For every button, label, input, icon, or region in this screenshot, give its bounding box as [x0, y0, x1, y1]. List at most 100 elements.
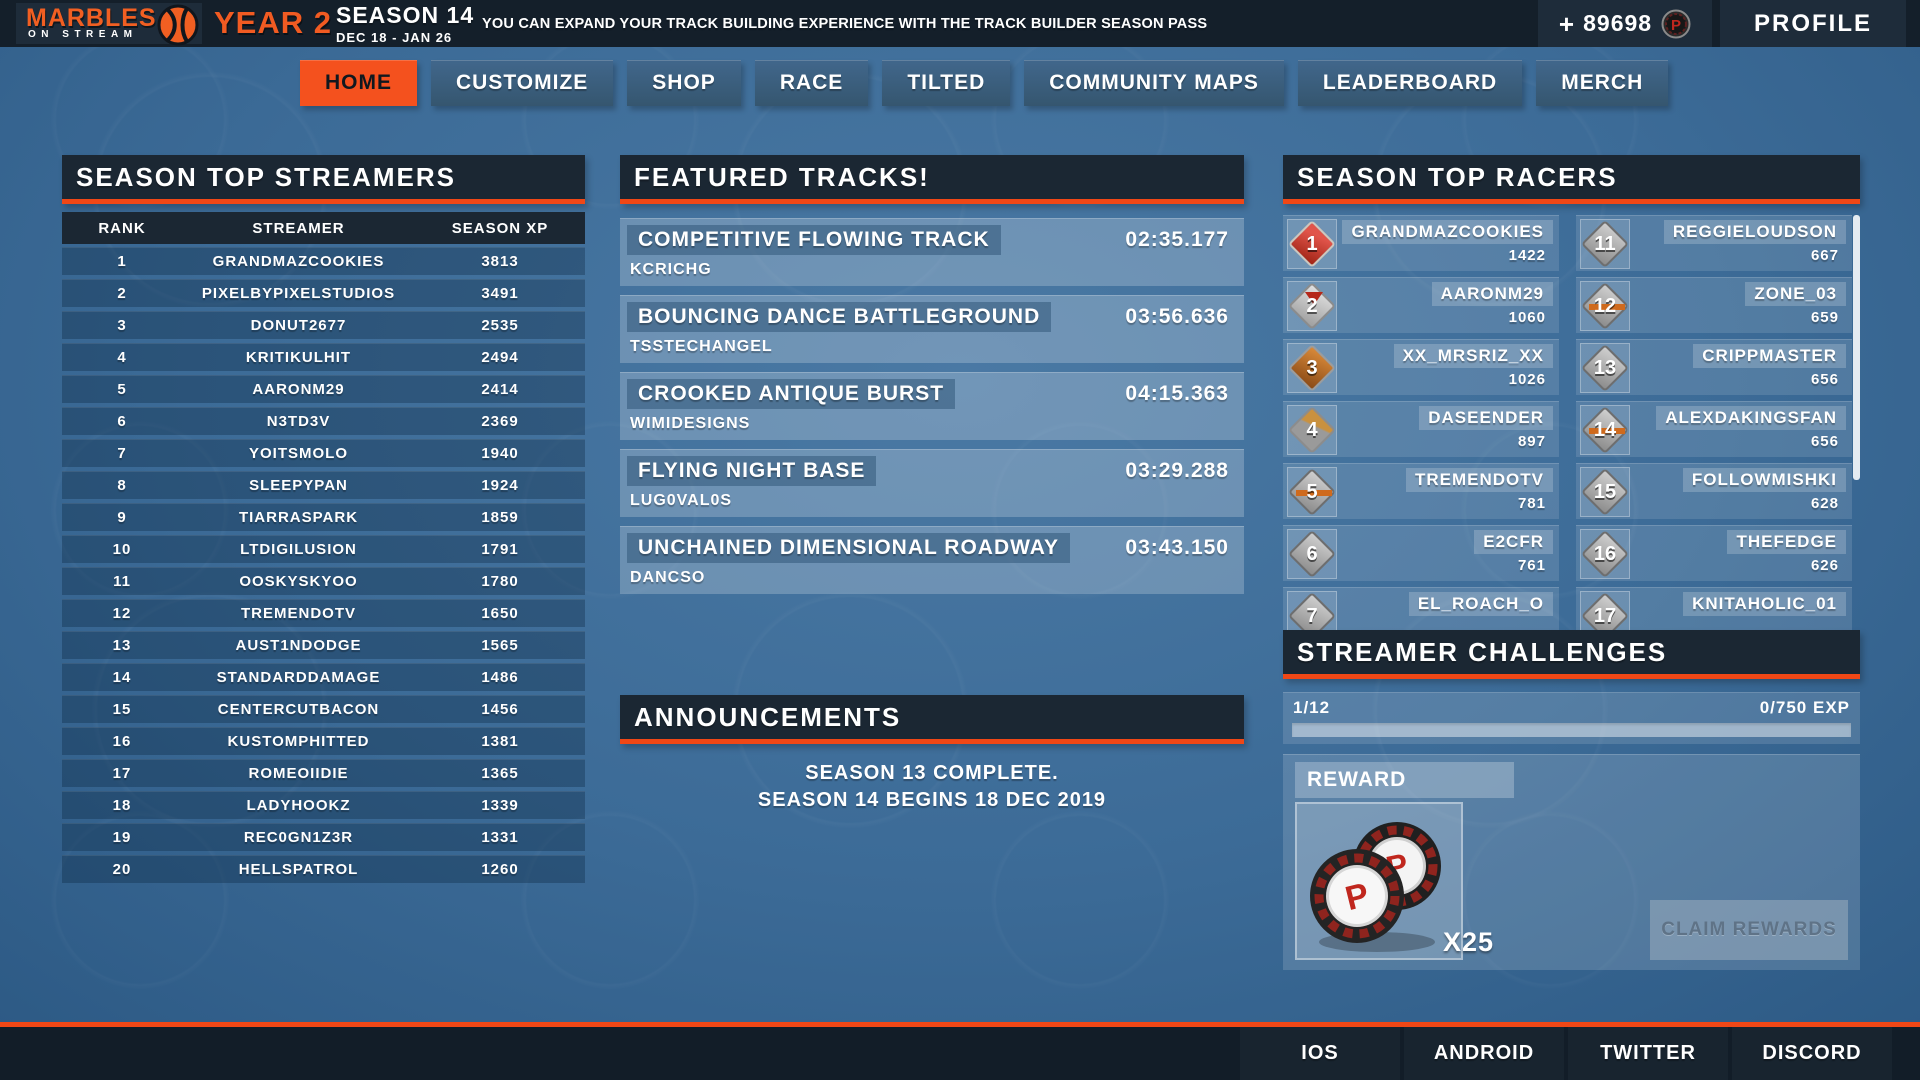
table-row: 17 ROMEOIIDIE 1365 — [62, 759, 585, 787]
track-author: LUG0VAL0S — [630, 492, 733, 509]
claim-rewards-button[interactable]: CLAIM REWARDS — [1650, 900, 1848, 960]
streamer-rank: 7 — [117, 444, 127, 462]
track-best-time: 03:56.636 — [1125, 305, 1229, 328]
challenge-progress: 1/12 0/750 EXP — [1283, 692, 1860, 744]
table-row: 16 KUSTOMPHITTED 1381 — [62, 727, 585, 755]
streamer-name: LADYHOOKZ — [246, 796, 351, 814]
streamer-xp: 1791 — [481, 540, 519, 558]
col-season-xp: SEASON XP — [451, 219, 549, 237]
streamer-rank: 16 — [112, 732, 132, 750]
rank-badge: 17 — [1580, 591, 1630, 630]
tab-race[interactable]: RACE — [754, 60, 869, 106]
rank-badge: 12 — [1580, 281, 1630, 331]
streamer-name: KRITIKULHIT — [245, 348, 352, 366]
rank-number: 15 — [1593, 480, 1617, 503]
scrollbar-thumb[interactable] — [1853, 215, 1860, 480]
racer-name: TREMENDOTV — [1406, 468, 1553, 492]
announcement-line: SEASON 14 BEGINS 18 DEC 2019 — [757, 789, 1107, 811]
profile-button[interactable]: PROFILE — [1720, 0, 1906, 47]
streamer-name: DONUT2677 — [250, 316, 347, 334]
streamer-xp: 1940 — [481, 444, 519, 462]
table-row: 6 N3TD3V 2369 — [62, 407, 585, 435]
track-name: UNCHAINED DIMENSIONAL ROADWAY — [627, 533, 1071, 563]
tab-tilted[interactable]: TILTED — [882, 60, 1011, 106]
tab-customize[interactable]: CUSTOMIZE — [431, 60, 614, 106]
table-row: 20 HELLSPATROL 1260 — [62, 855, 585, 883]
tab-leaderboard[interactable]: LEADERBOARD — [1297, 60, 1523, 106]
racer-score: 628 — [1810, 495, 1839, 512]
racer-row: 5 TREMENDOTV 781 — [1283, 463, 1559, 519]
racer-score: 626 — [1810, 557, 1839, 574]
racer-row: 17 KNITAHOLIC_01 — [1576, 587, 1852, 630]
footer-link-discord[interactable]: DISCORD — [1732, 1027, 1892, 1080]
racer-name: XX_MRSRIZ_XX — [1393, 344, 1553, 368]
footer-bar: IOS ANDROID TWITTER DISCORD — [0, 1027, 1920, 1080]
track-best-time: 02:35.177 — [1125, 228, 1229, 251]
racer-score: 656 — [1810, 433, 1839, 450]
track-author: KCRICHG — [630, 261, 712, 278]
footer-link-twitter[interactable]: TWITTER — [1568, 1027, 1728, 1080]
streamer-rank: 13 — [112, 636, 132, 654]
streamer-name: N3TD3V — [266, 412, 331, 430]
reward-panel: REWARD P P — [1283, 754, 1860, 970]
racer-row: 16 THEFEDGE 626 — [1576, 525, 1852, 581]
racer-score: 1422 — [1508, 247, 1546, 264]
featured-track-card[interactable]: FLYING NIGHT BASE 03:29.288 LUG0VAL0S — [620, 449, 1244, 517]
footer-link-android[interactable]: ANDROID — [1404, 1027, 1564, 1080]
streamer-name: GRANDMAZCOOKIES — [212, 252, 385, 270]
tab-home[interactable]: HOME — [300, 60, 417, 106]
streamer-rank: 6 — [117, 412, 127, 430]
announcements-panel: ANNOUNCEMENTS SEASON 13 COMPLETE. SEASON… — [620, 695, 1244, 814]
tab-shop[interactable]: SHOP — [627, 60, 741, 106]
streamer-rank: 2 — [117, 284, 127, 302]
featured-track-card[interactable]: COMPETITIVE FLOWING TRACK 02:35.177 KCRICH… — [620, 218, 1244, 286]
marble-tokens-graphic: P P — [1310, 822, 1441, 952]
rank-badge: 6 — [1287, 529, 1337, 579]
rank-badge: 11 — [1580, 219, 1630, 269]
logo-line1: MARBLES — [26, 4, 157, 32]
footer-link-ios[interactable]: IOS — [1240, 1027, 1400, 1080]
featured-track-card[interactable]: BOUNCING DANCE BATTLEGROUND 03:56.636 TSST… — [620, 295, 1244, 363]
table-row: 13 AUST1NDODGE 1565 — [62, 631, 585, 659]
racer-name: ZONE_03 — [1745, 282, 1846, 306]
panel-title: SEASON TOP STREAMERS — [62, 155, 585, 204]
svg-text:P: P — [1671, 17, 1681, 34]
track-author: DANCSO — [630, 569, 706, 586]
racer-row: 4 DASEENDER 897 — [1283, 401, 1559, 457]
streamer-xp: 2535 — [481, 316, 519, 334]
tab-community-maps[interactable]: COMMUNITY MAPS — [1024, 60, 1284, 106]
rank-number: 3 — [1306, 356, 1318, 379]
table-row: 18 LADYHOOKZ 1339 — [62, 791, 585, 819]
add-currency-button[interactable]: + — [1558, 8, 1575, 39]
currency-chip[interactable]: + 89698 P — [1538, 0, 1712, 47]
rank-number: 5 — [1306, 480, 1318, 503]
rank-number: 12 — [1593, 294, 1617, 317]
season-top-racers-panel: SEASON TOP RACERS 1 GRANDMAZCOOKIES 1422 11… — [1283, 155, 1860, 630]
streamer-rank: 9 — [117, 508, 127, 526]
racer-row: 11 REGGIELOUDSON 667 — [1576, 215, 1852, 271]
streamer-rank: 15 — [112, 700, 132, 718]
streamer-rank: 20 — [112, 860, 132, 878]
table-row: 5 AARONM29 2414 — [62, 375, 585, 403]
year-label: YEAR 2 — [214, 5, 332, 40]
featured-track-card[interactable]: CROOKED ANTIQUE BURST 04:15.363 WIMIDESIGN… — [620, 372, 1244, 440]
logo-line2: ON STREAM — [28, 29, 138, 40]
badge-stripe — [1589, 428, 1625, 434]
streamer-xp: 1381 — [481, 732, 519, 750]
tab-merch[interactable]: MERCH — [1536, 60, 1669, 106]
streamer-rank: 18 — [112, 796, 132, 814]
racer-name: EL_ROACH_O — [1408, 592, 1553, 616]
racers-list: 1 GRANDMAZCOOKIES 1422 11 REGGIELOUDSON 667 2 A… — [1283, 215, 1860, 630]
challenge-count: 1/12 — [1293, 698, 1331, 717]
streamer-xp: 2414 — [481, 380, 519, 398]
rank-number: 16 — [1593, 542, 1617, 565]
ticker-message: YOU CAN EXPAND YOUR TRACK BUILDING EXPER… — [482, 15, 1208, 32]
racer-name: KNITAHOLIC_01 — [1683, 592, 1846, 616]
streamer-name: ROMEOIIDIE — [248, 764, 349, 782]
featured-track-card[interactable]: UNCHAINED DIMENSIONAL ROADWAY 03:43.150 DA… — [620, 526, 1244, 594]
exp-progress-bar — [1292, 723, 1851, 737]
streamer-name: STANDARDDAMAGE — [216, 668, 381, 686]
table-row: 4 KRITIKULHIT 2494 — [62, 343, 585, 371]
streamer-name: KUSTOMPHITTED — [227, 732, 370, 750]
featured-tracks-list: COMPETITIVE FLOWING TRACK 02:35.177 KCRICH… — [620, 218, 1244, 594]
